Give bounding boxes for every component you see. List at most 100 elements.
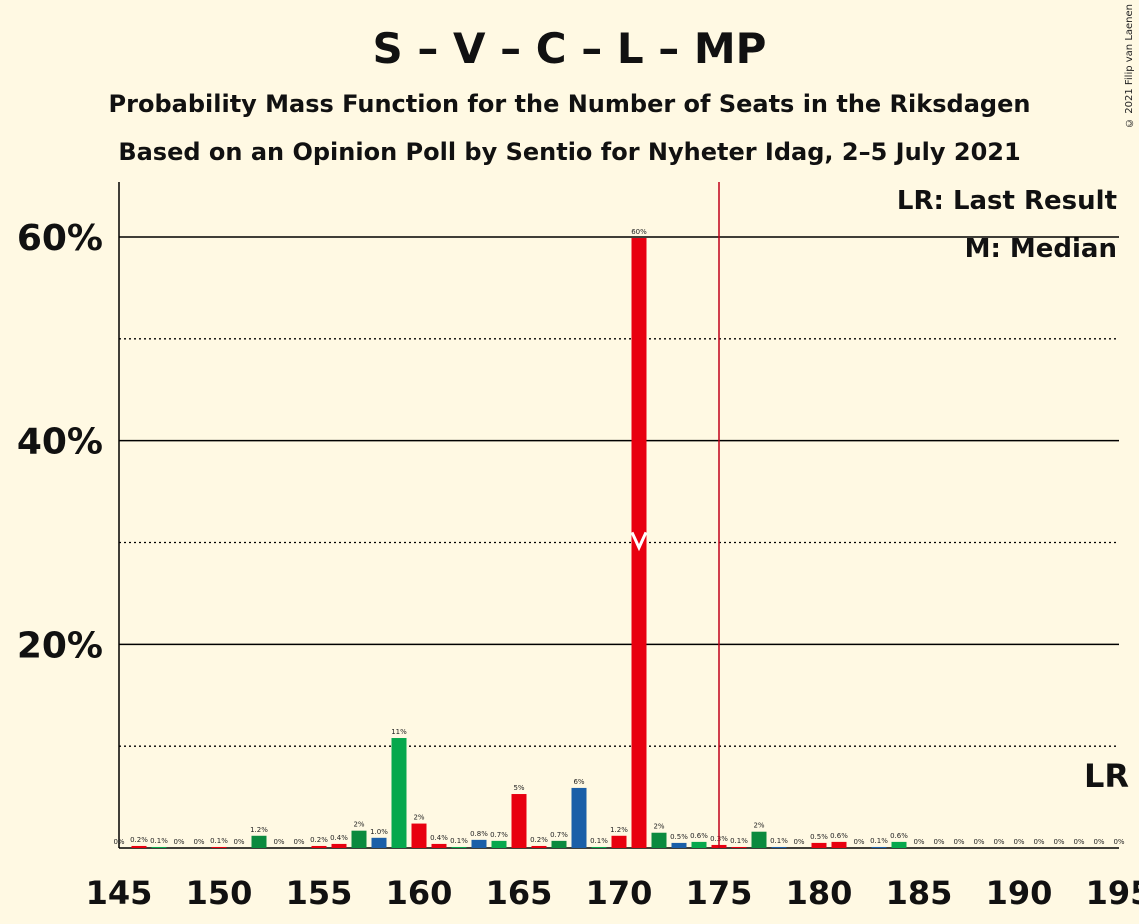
data-label-189: 0%: [993, 838, 1004, 846]
data-label-150: 0.1%: [210, 837, 228, 845]
x-tick-label: 150: [186, 874, 253, 912]
bar-155: [311, 845, 327, 848]
data-label-173: 0.5%: [670, 833, 688, 841]
bar-177: [751, 831, 767, 848]
data-label-151: 0%: [233, 838, 244, 846]
y-tick-label: 40%: [17, 422, 103, 463]
chart-subtitle-2: Based on an Opinion Poll by Sentio for N…: [118, 138, 1021, 166]
bar-156: [331, 843, 347, 848]
data-label-163: 0.8%: [470, 830, 488, 838]
bar-167: [551, 840, 567, 848]
legend-median: M: Median: [965, 234, 1117, 264]
bar-171: [631, 238, 647, 849]
data-label-162: 0.1%: [450, 837, 468, 845]
bar-164: [491, 840, 507, 848]
y-tick-label: 20%: [17, 625, 103, 666]
bar-163: [471, 839, 487, 848]
data-label-149: 0%: [193, 838, 204, 846]
bar-169: [591, 846, 607, 848]
data-label-179: 0%: [793, 838, 804, 846]
data-label-190: 0%: [1013, 838, 1024, 846]
bar-159: [391, 738, 407, 848]
data-label-168: 6%: [573, 778, 584, 786]
data-label-164: 0.7%: [490, 831, 508, 839]
bar-158: [371, 837, 387, 848]
x-tick-label: 170: [586, 874, 653, 912]
bar-150: [211, 846, 227, 848]
bar-146: [131, 845, 147, 848]
data-label-145: 0%: [113, 838, 124, 846]
x-tick-label: 160: [386, 874, 453, 912]
last-result-label: LR: [1084, 757, 1129, 795]
data-label-155: 0.2%: [310, 836, 328, 844]
x-tick-label: 195: [1086, 874, 1139, 912]
data-label-146: 0.2%: [130, 836, 148, 844]
data-label-192: 0%: [1053, 838, 1064, 846]
x-tick-label: 185: [886, 874, 953, 912]
data-label-180: 0.5%: [810, 833, 828, 841]
data-label-194: 0%: [1093, 838, 1104, 846]
data-label-181: 0.6%: [830, 832, 848, 840]
data-label-195: 0%: [1113, 838, 1124, 846]
x-tick-label: 145: [86, 874, 153, 912]
bar-161: [431, 843, 447, 848]
bar-170: [611, 835, 627, 848]
bar-176: [731, 846, 747, 848]
y-tick-label: 60%: [17, 218, 103, 259]
data-label-157: 2%: [353, 821, 364, 829]
bar-165: [511, 794, 527, 848]
data-label-186: 0%: [933, 838, 944, 846]
data-label-161: 0.4%: [430, 834, 448, 842]
bar-172: [651, 832, 667, 848]
x-tick-label: 180: [786, 874, 853, 912]
bar-178: [771, 846, 787, 848]
data-label-191: 0%: [1033, 838, 1044, 846]
data-label-167: 0.7%: [550, 831, 568, 839]
data-label-159: 11%: [391, 728, 407, 736]
data-label-152: 1.2%: [250, 826, 268, 834]
data-label-156: 0.4%: [330, 834, 348, 842]
data-label-147: 0.1%: [150, 837, 168, 845]
data-label-185: 0%: [913, 838, 924, 846]
bar-180: [811, 842, 827, 848]
data-label-158: 1.0%: [370, 828, 388, 836]
data-label-148: 0%: [173, 838, 184, 846]
bar-157: [351, 830, 367, 848]
bar-184: [891, 841, 907, 848]
chart-subtitle-1: Probability Mass Function for the Number…: [108, 90, 1031, 118]
x-tick-label: 155: [286, 874, 353, 912]
bar-147: [151, 846, 167, 848]
data-label-170: 1.2%: [610, 826, 628, 834]
bar-174: [691, 841, 707, 848]
data-label-183: 0.1%: [870, 837, 888, 845]
data-label-177: 2%: [753, 822, 764, 830]
bar-162: [451, 846, 467, 848]
x-tick-label: 175: [686, 874, 753, 912]
bar-168: [571, 787, 587, 848]
x-tick-label: 190: [986, 874, 1053, 912]
median-marker: [630, 531, 648, 552]
data-label-172: 2%: [653, 823, 664, 831]
data-label-184: 0.6%: [890, 832, 908, 840]
data-label-176: 0.1%: [730, 837, 748, 845]
data-label-193: 0%: [1073, 838, 1084, 846]
data-label-188: 0%: [973, 838, 984, 846]
data-label-153: 0%: [273, 838, 284, 846]
data-label-182: 0%: [853, 838, 864, 846]
data-label-165: 5%: [513, 784, 524, 792]
legend-last-result: LR: Last Result: [897, 186, 1117, 216]
data-label-178: 0.1%: [770, 837, 788, 845]
bar-152: [251, 835, 267, 848]
x-tick-label: 165: [486, 874, 553, 912]
data-label-160: 2%: [413, 814, 424, 822]
data-label-169: 0.1%: [590, 837, 608, 845]
bar-160: [411, 823, 427, 848]
data-label-174: 0.6%: [690, 832, 708, 840]
chart-title: S – V – C – L – MP: [372, 24, 767, 73]
data-label-187: 0%: [953, 838, 964, 846]
data-label-166: 0.2%: [530, 836, 548, 844]
bar-173: [671, 842, 687, 848]
data-label-171: 60%: [631, 228, 647, 236]
bar-181: [831, 841, 847, 848]
